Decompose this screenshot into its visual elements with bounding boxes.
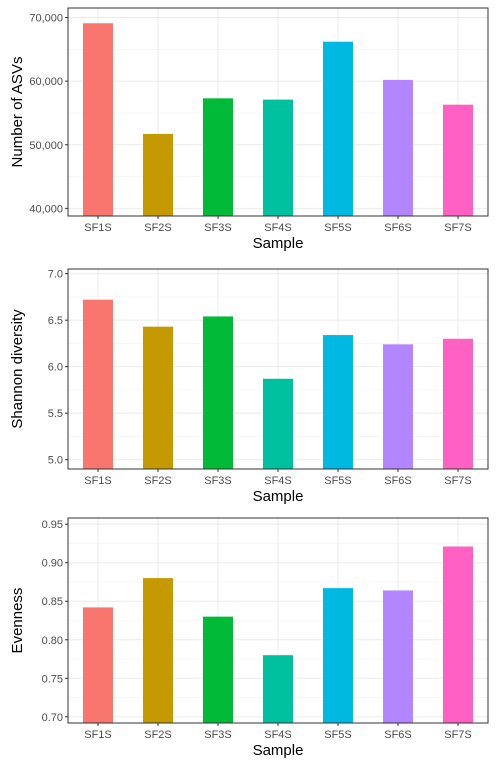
bar-sf3s: [203, 316, 233, 469]
x-tick-label: SF7S: [444, 729, 472, 741]
chart-panel-2: 5.0 5.5 6.0 6.5 7.0 SF1S SF2S SF3S SF4S SF5S SF6S S…: [9, 268, 489, 505]
x-tick-label: SF6S: [384, 222, 412, 234]
y-tick-label: 6.5: [48, 315, 63, 327]
x-tick-label: SF3S: [204, 222, 232, 234]
y-tick-label: 0.90: [42, 558, 63, 570]
y-axis-title: Evenness: [9, 588, 26, 654]
bar-sf2s: [143, 133, 173, 216]
bar-sf5s: [323, 588, 353, 723]
x-axis-title: Sample: [253, 742, 304, 759]
x-tick-label: SF2S: [144, 729, 172, 741]
y-tick-label: 60,000: [29, 76, 63, 88]
bar-sf4s: [263, 378, 293, 469]
y-tick-label: 7.0: [48, 269, 63, 281]
y-tick-label: 5.0: [48, 455, 63, 467]
chart-panel-1: 40,000 50,000 60,000 70,000 SF1S SF2S SF3S SF4S…: [9, 7, 489, 252]
bar-sf4s: [263, 99, 293, 216]
x-tick-label: SF1S: [84, 475, 112, 487]
bar-sf6s: [383, 590, 413, 723]
x-tick-label: SF1S: [84, 222, 112, 234]
bar-sf2s: [143, 326, 173, 469]
y-axis-title: Shannon diversity: [9, 309, 26, 429]
bar-sf7s: [443, 104, 473, 216]
x-tick-label: SF4S: [264, 475, 292, 487]
x-tick-label: SF3S: [204, 475, 232, 487]
x-tick-label: SF1S: [84, 729, 112, 741]
bar-sf1s: [83, 299, 113, 469]
bar-sf2s: [143, 578, 173, 723]
y-tick-label: 6.0: [48, 362, 63, 374]
x-tick-label: SF5S: [324, 475, 352, 487]
x-tick-label: SF5S: [324, 222, 352, 234]
y-tick-label: 50,000: [29, 140, 63, 152]
y-tick-label: 0.80: [42, 635, 63, 647]
y-tick-label: 5.5: [48, 408, 63, 420]
chart-panel-3: 0.70 0.75 0.80 0.85 0.90 0.95 SF1S SF2S SF3S SF4S…: [9, 517, 489, 759]
x-tick-label: SF2S: [144, 222, 172, 234]
x-tick-label: SF4S: [264, 222, 292, 234]
x-tick-label: SF2S: [144, 475, 172, 487]
y-tick-label: 0.70: [42, 712, 63, 724]
y-tick-label: 0.95: [42, 519, 63, 531]
bar-sf7s: [443, 338, 473, 469]
x-tick-label: SF7S: [444, 222, 472, 234]
bar-sf6s: [383, 79, 413, 216]
x-tick-label: SF6S: [384, 729, 412, 741]
x-axis-title: Sample: [253, 235, 304, 252]
y-tick-label: 0.75: [42, 673, 63, 685]
x-tick-label: SF5S: [324, 729, 352, 741]
bar-sf3s: [203, 98, 233, 216]
x-tick-label: SF3S: [204, 729, 232, 741]
y-tick-label: 40,000: [29, 203, 63, 215]
bar-sf5s: [323, 335, 353, 469]
bar-sf4s: [263, 655, 293, 723]
x-tick-label: SF4S: [264, 729, 292, 741]
bar-sf6s: [383, 344, 413, 469]
bar-sf1s: [83, 23, 113, 217]
bar-sf7s: [443, 546, 473, 723]
y-tick-label: 70,000: [29, 13, 63, 25]
bar-sf1s: [83, 607, 113, 723]
bar-sf3s: [203, 616, 233, 723]
bar-sf5s: [323, 41, 353, 216]
y-axis-title: Number of ASVs: [9, 57, 26, 168]
y-tick-label: 0.85: [42, 596, 63, 608]
x-axis-title: Sample: [253, 488, 304, 505]
x-tick-label: SF7S: [444, 475, 472, 487]
x-tick-label: SF6S: [384, 475, 412, 487]
